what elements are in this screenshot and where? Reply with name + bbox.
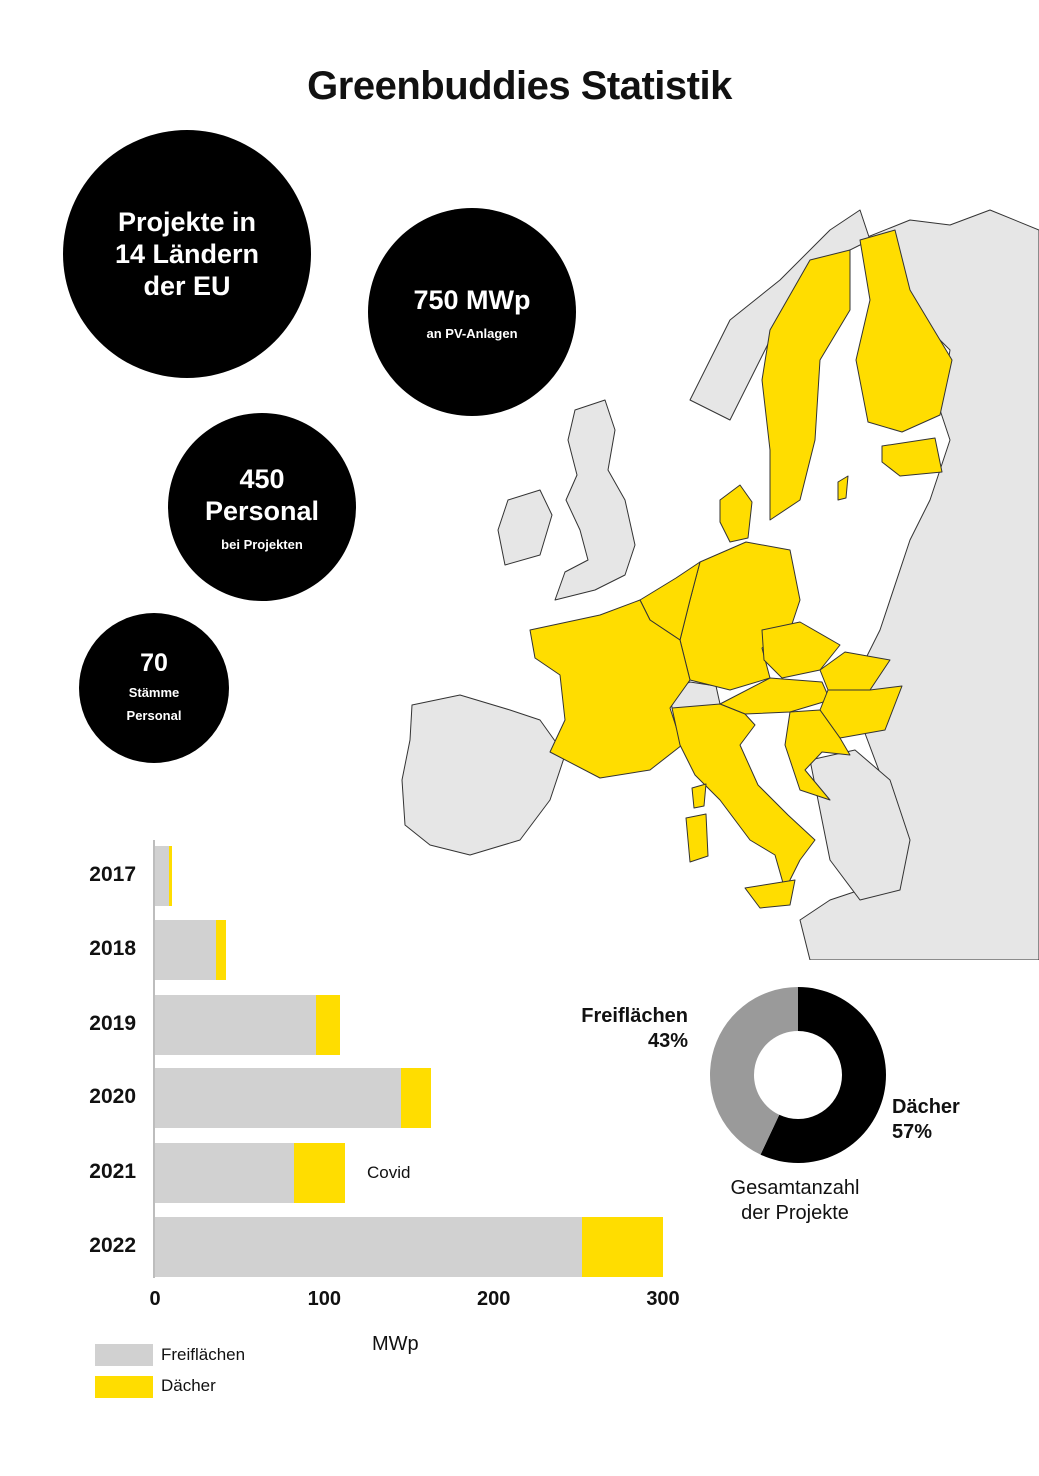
year-label-2017: 2017 (89, 863, 136, 886)
stat-core-value: 70 (140, 649, 168, 677)
legend-swatch-freiflaechen (95, 1344, 153, 1366)
x-axis-label: MWp (372, 1333, 419, 1355)
stat-circle-core: 70 Stämme Personal (79, 613, 229, 763)
year-label-2019: 2019 (89, 1012, 136, 1035)
year-label-2022: 2022 (89, 1234, 136, 1257)
stat-circle-personal: 450 Personal bei Projekten (168, 413, 356, 601)
donut-label-freiflaechen-name: Freiflächen (581, 1005, 688, 1027)
map-country-sicily (744, 879, 796, 909)
map-land-ireland (497, 489, 553, 566)
donut-label-freiflaechen-value: 43% (647, 1030, 688, 1052)
map-land-uk (554, 399, 636, 601)
map-country-italy (671, 703, 816, 891)
donut-slice-daecher (760, 987, 886, 1163)
stat-personal-sub: bei Projekten (221, 536, 303, 552)
stat-circle-capacity: 750 MWp an PV-Anlagen (368, 208, 576, 416)
map-country-finland (855, 229, 953, 433)
map-country-croatia (784, 709, 851, 801)
donut-caption: Gesamtanzahl der Projekte (730, 1177, 860, 1224)
bar-freiflaechen-2022 (155, 1217, 582, 1277)
donut-label-freiflaechen: Freiflächen 43% (560, 1004, 688, 1054)
map-country-denmark (719, 484, 753, 543)
map-country-estonia (881, 437, 943, 477)
bar-daecher-2022 (581, 1217, 663, 1277)
donut-label-daecher: Dächer 57% (892, 1095, 960, 1145)
year-label-2021: 2021 (89, 1160, 136, 1183)
map-country-corsica (691, 783, 707, 809)
bar-freiflaechen-2017 (155, 846, 169, 906)
bar-freiflaechen-2020 (155, 1068, 401, 1128)
donut-label-daecher-value: 57% (892, 1121, 933, 1143)
donut-chart (710, 987, 886, 1163)
x-tick-300: 300 (646, 1288, 680, 1310)
donut-label-daecher-name: Dächer (892, 1096, 960, 1118)
map-country-gotland (837, 475, 849, 501)
stat-projects-text: Projekte in 14 Ländern der EU (114, 207, 260, 301)
donut-slice-freiflaechen (710, 987, 798, 1155)
legend-label-daecher: Dächer (161, 1376, 216, 1395)
map-land-balkans (809, 749, 911, 901)
bar-daecher-2017 (168, 846, 172, 906)
legend-label-freiflaechen: Freiflächen (161, 1345, 246, 1364)
x-tick-0: 0 (149, 1288, 161, 1310)
bar-daecher-2018 (215, 920, 227, 980)
bar-daecher-2020 (400, 1068, 431, 1128)
covid-annotation: Covid (367, 1163, 411, 1182)
bar-daecher-2021 (293, 1143, 345, 1203)
year-label-2018: 2018 (89, 937, 136, 960)
stat-capacity-sub: an PV-Anlagen (426, 325, 518, 341)
stat-capacity-value: 750 MWp (413, 284, 531, 315)
page-title: Greenbuddies Statistik (307, 64, 732, 108)
year-label-2020: 2020 (89, 1085, 136, 1108)
stat-circle-projects: Projekte in 14 Ländern der EU (63, 130, 311, 378)
bar-chart-axis-line (153, 840, 155, 1278)
legend-swatch-daecher (95, 1376, 153, 1398)
stat-core-sub: Stämme Personal (126, 685, 182, 723)
map-country-sweden (761, 249, 851, 521)
map-country-slovakia (819, 651, 891, 691)
bar-freiflaechen-2019 (155, 995, 316, 1055)
bar-freiflaechen-2018 (155, 920, 216, 980)
stat-personal-value: 450 Personal (204, 463, 320, 526)
x-tick-200: 200 (476, 1288, 511, 1310)
map-land-iberia (401, 694, 566, 856)
bar-daecher-2019 (315, 995, 340, 1055)
x-tick-100: 100 (307, 1288, 342, 1310)
europe-map (401, 209, 1039, 960)
bar-freiflaechen-2021 (155, 1143, 294, 1203)
map-country-sardinia (685, 813, 709, 863)
